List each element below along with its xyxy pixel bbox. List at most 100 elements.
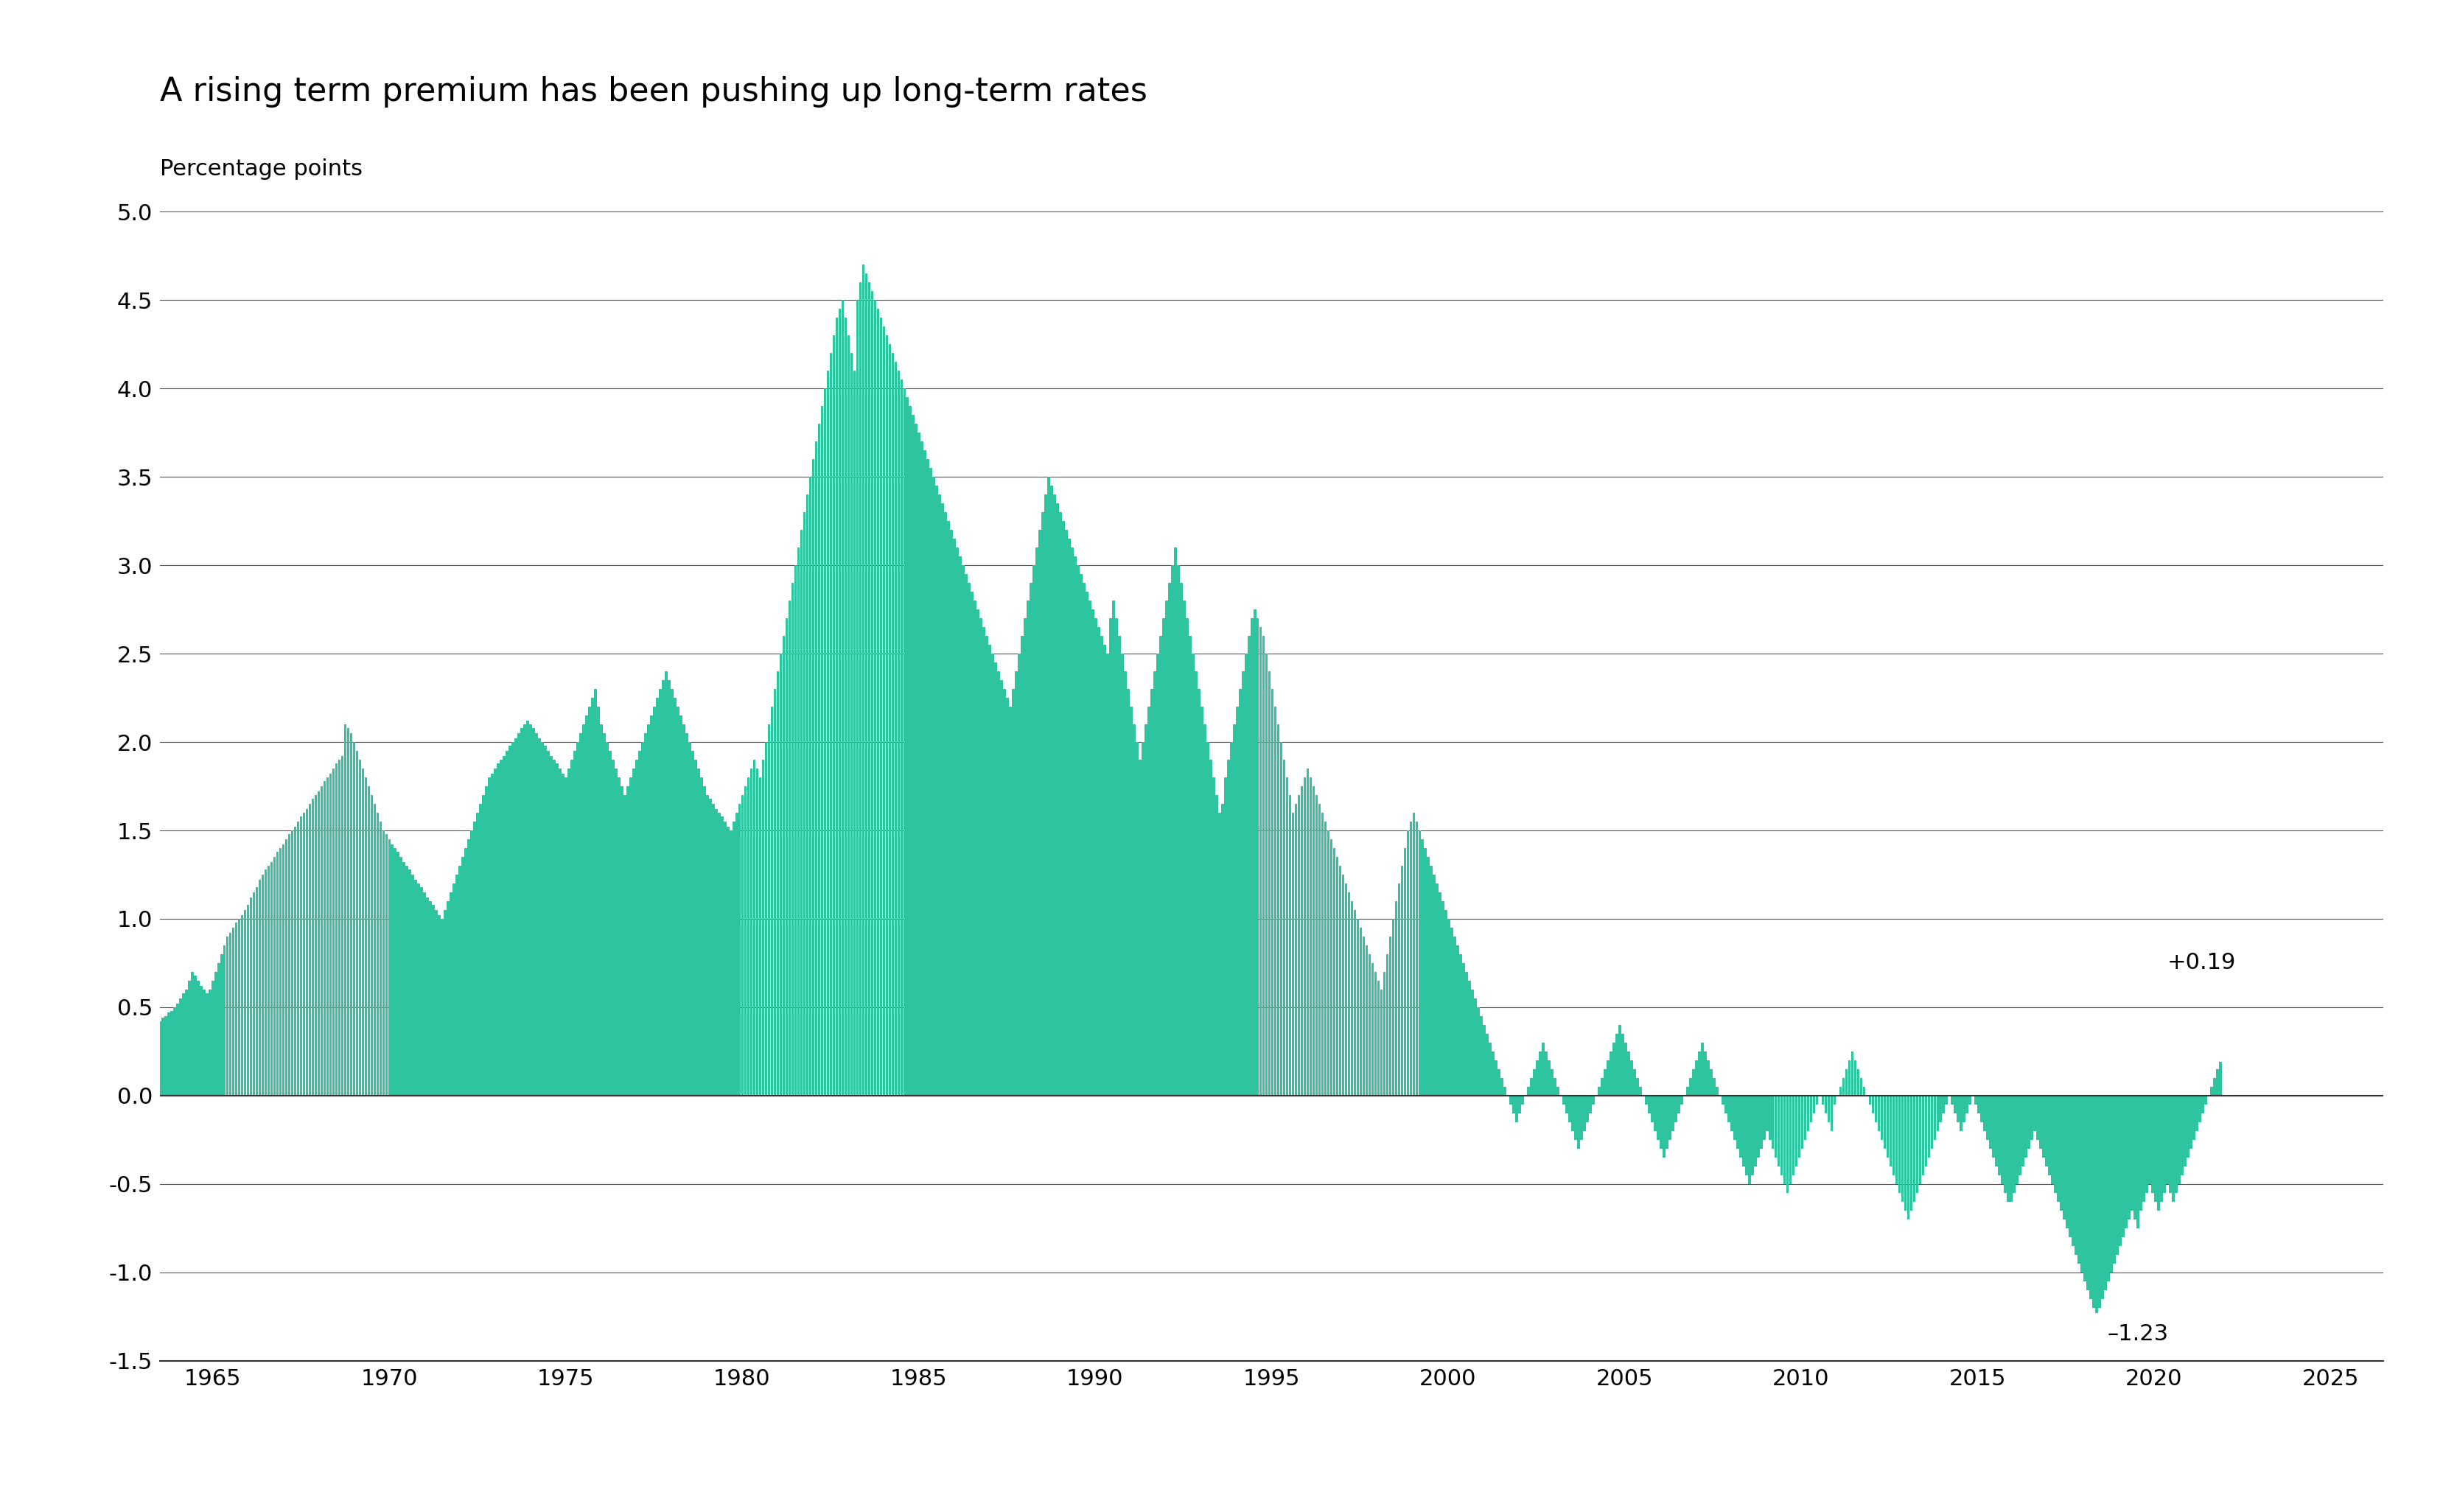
Bar — [420, 888, 423, 1096]
Bar — [2152, 1096, 2155, 1193]
Bar — [1568, 1096, 1570, 1122]
Bar — [1845, 1069, 1848, 1096]
Bar — [1346, 892, 1351, 1096]
Bar — [1295, 804, 1297, 1096]
Bar — [1708, 1060, 1710, 1096]
Bar — [165, 1016, 167, 1096]
Bar — [1604, 1069, 1607, 1096]
Bar — [135, 1057, 138, 1096]
Bar — [1577, 1096, 1580, 1149]
Bar — [806, 494, 808, 1096]
Bar — [1565, 1096, 1568, 1113]
Bar — [445, 910, 447, 1096]
Bar — [796, 547, 801, 1096]
Bar — [897, 370, 899, 1096]
Bar — [558, 768, 563, 1096]
Bar — [587, 706, 590, 1096]
Bar — [1722, 1096, 1725, 1104]
Bar — [654, 706, 656, 1096]
Bar — [1843, 1078, 1845, 1096]
Bar — [2025, 1096, 2027, 1158]
Bar — [779, 653, 781, 1096]
Bar — [1216, 795, 1219, 1096]
Bar — [2172, 1096, 2174, 1202]
Bar — [464, 848, 467, 1096]
Bar — [639, 751, 641, 1096]
Bar — [2201, 1096, 2204, 1113]
Bar — [1221, 804, 1224, 1096]
Bar — [467, 839, 469, 1096]
Bar — [865, 274, 867, 1096]
Bar — [378, 821, 381, 1096]
Bar — [2145, 1096, 2147, 1193]
Bar — [1619, 1025, 1622, 1096]
Bar — [432, 904, 435, 1096]
Bar — [2143, 1096, 2145, 1202]
Bar — [305, 809, 307, 1096]
Bar — [1420, 839, 1425, 1096]
Bar — [115, 1067, 118, 1096]
Bar — [1828, 1096, 1830, 1122]
Bar — [2167, 1096, 2170, 1184]
Bar — [256, 888, 258, 1096]
Bar — [1545, 1051, 1548, 1096]
Bar — [1617, 1034, 1619, 1096]
Bar — [1563, 1096, 1565, 1104]
Bar — [1410, 821, 1413, 1096]
Bar — [1840, 1087, 1843, 1096]
Bar — [1887, 1096, 1889, 1158]
Bar — [1916, 1096, 1919, 1193]
Bar — [840, 299, 845, 1096]
Bar — [833, 336, 835, 1096]
Bar — [966, 575, 968, 1096]
Bar — [506, 751, 509, 1096]
Bar — [403, 862, 405, 1096]
Bar — [818, 423, 821, 1096]
Bar — [106, 1069, 108, 1096]
Bar — [1344, 883, 1346, 1096]
Bar — [1133, 724, 1135, 1096]
Bar — [1759, 1096, 1762, 1149]
Bar — [1354, 910, 1356, 1096]
Bar — [1813, 1096, 1816, 1113]
Bar — [1251, 618, 1253, 1096]
Bar — [1206, 742, 1209, 1096]
Bar — [1123, 671, 1128, 1096]
Bar — [1580, 1096, 1582, 1140]
Bar — [1671, 1096, 1673, 1131]
Bar — [346, 727, 349, 1096]
Bar — [229, 933, 231, 1096]
Bar — [563, 774, 565, 1096]
Bar — [690, 751, 693, 1096]
Bar — [511, 742, 514, 1096]
Bar — [2162, 1096, 2165, 1193]
Bar — [1455, 936, 1457, 1096]
Bar — [1059, 513, 1061, 1096]
Bar — [1147, 706, 1150, 1096]
Bar — [260, 874, 265, 1096]
Bar — [1826, 1096, 1828, 1113]
Bar — [2187, 1096, 2189, 1158]
Bar — [1688, 1078, 1693, 1096]
Bar — [781, 637, 786, 1096]
Bar — [329, 774, 332, 1096]
Bar — [1602, 1078, 1604, 1096]
Bar — [152, 1028, 155, 1096]
Bar — [582, 724, 585, 1096]
Bar — [882, 327, 885, 1096]
Bar — [167, 1013, 170, 1096]
Bar — [614, 768, 617, 1096]
Bar — [617, 777, 619, 1096]
Bar — [1666, 1096, 1668, 1149]
Bar — [853, 370, 855, 1096]
Bar — [2007, 1096, 2010, 1202]
Bar — [624, 795, 627, 1096]
Bar — [1907, 1096, 1909, 1219]
Bar — [698, 768, 700, 1096]
Bar — [737, 804, 742, 1096]
Bar — [1327, 830, 1329, 1096]
Bar — [1771, 1096, 1774, 1149]
Bar — [875, 299, 877, 1096]
Bar — [226, 936, 229, 1096]
Bar — [1649, 1096, 1651, 1113]
